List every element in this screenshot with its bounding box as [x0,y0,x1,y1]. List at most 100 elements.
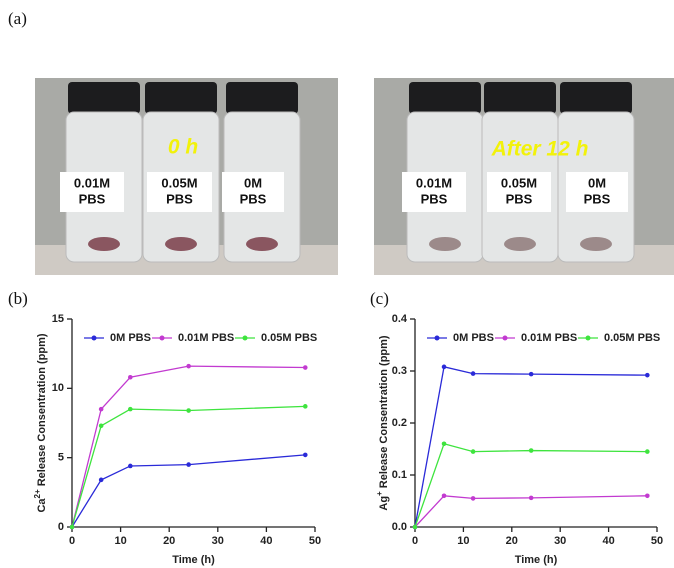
x-axis-label: Time (h) [172,554,215,566]
data-point [441,493,447,499]
y-axis-label: Ca2+ Release Consentration (ppm) [33,333,48,512]
data-point [186,462,191,467]
data-point [186,408,191,413]
vial-label: PBS [240,191,267,206]
vial-label: PBS [79,191,106,206]
vial-label: 0.01M [416,175,452,190]
y-axis-label-part: 2+ [33,489,42,498]
y-tick-label: 0.0 [392,521,407,533]
vial-label-box [147,172,212,212]
y-tick-label: 0.3 [392,365,407,377]
x-tick-label: 50 [651,535,663,547]
data-point [470,371,476,376]
legend-label: 0.05M PBS [261,332,317,344]
data-point [69,524,75,530]
x-tick-label: 10 [114,535,126,547]
vial-label: 0.05M [501,175,537,190]
data-point [98,423,104,429]
x-tick-label: 20 [163,535,175,547]
data-point [128,463,133,469]
vial-cap [484,82,556,114]
y-axis-label-part: Ag [378,496,390,511]
sample [88,237,120,251]
sample [165,237,197,251]
x-tick-label: 0 [69,535,75,547]
panel-label: (b) [8,289,28,308]
vial-cap [226,82,298,114]
photo-overlay: 0 h [168,136,198,159]
legend-label: 0.01M PBS [178,332,234,344]
legend-label: 0.01M PBS [521,332,577,344]
legend-label: 0.05M PBS [604,332,660,344]
x-tick-label: 40 [260,535,272,547]
vial-label-box [566,172,628,212]
series-line [71,365,306,528]
vial-cap [409,82,481,114]
y-axis-label-part: Release Consentration (ppm) [378,335,390,491]
sample [429,237,461,251]
data-point [412,524,418,530]
x-tick-label: 30 [212,535,224,547]
data-point [302,365,308,370]
data-point [528,371,534,377]
panel-label: (c) [370,289,389,308]
x-tick-label: 40 [602,535,614,547]
x-tick-label: 20 [506,535,518,547]
legend-marker [502,335,508,341]
vial-cap [68,82,140,114]
data-point [302,404,308,409]
data-point [645,449,650,454]
data-point [441,441,447,447]
x-tick-label: 10 [457,535,469,547]
legend-label: 0M PBS [110,332,151,344]
y-axis-label: Ag+ Release Consentration (ppm) [375,335,390,511]
legend-marker [585,335,591,341]
legend-marker [159,335,165,341]
y-axis-label-part: + [375,491,384,496]
data-point [645,372,650,378]
data-point [186,363,191,369]
vial-label: PBS [584,191,611,206]
data-point [98,406,104,412]
series-line [414,366,648,528]
x-tick-label: 30 [554,535,566,547]
y-axis-label-part: Release Consentration (ppm) [36,333,48,489]
vial-label: 0M [244,175,262,190]
legend-marker [91,335,97,341]
panel-label: (a) [8,9,27,28]
x-tick-label: 50 [309,535,321,547]
legend-label: 0M PBS [453,332,494,344]
y-tick-label: 0.2 [392,417,407,429]
y-tick-label: 15 [52,313,64,325]
vial-label-box [402,172,466,212]
sample [246,237,278,251]
legend-marker [434,335,440,341]
y-tick-label: 0.4 [392,313,408,325]
vial-label: PBS [421,191,448,206]
legend-marker [242,335,248,341]
vial-cap [560,82,632,114]
vial-cap [145,82,217,114]
data-point [528,495,534,501]
y-tick-label: 0 [58,521,64,533]
data-point [302,452,308,458]
vial-label: 0.05M [161,175,197,190]
vial-label: 0.01M [74,175,110,190]
sample [504,237,536,251]
y-axis-label-part: Ca [36,498,48,513]
series-line [414,443,648,528]
vial-label-box [222,172,284,212]
vial-label-box [60,172,124,212]
data-point [528,448,534,453]
series-line [414,495,648,528]
data-point [645,493,650,499]
vial-label: PBS [506,191,533,206]
sample [580,237,612,251]
data-point [128,406,133,412]
vial-label: PBS [166,191,193,206]
x-tick-label: 0 [412,535,418,547]
y-tick-label: 5 [58,452,64,464]
